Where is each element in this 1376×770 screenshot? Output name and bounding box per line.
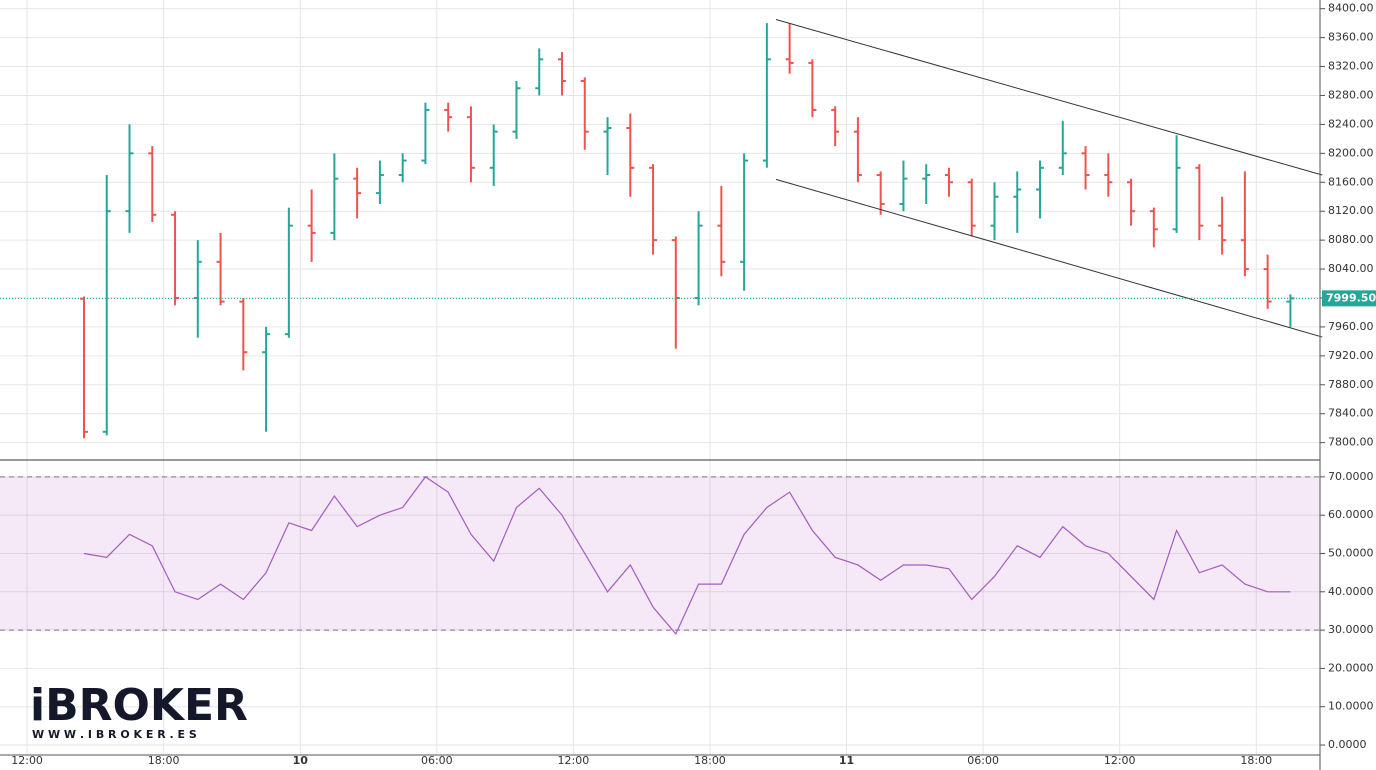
grid-layer [0, 0, 1320, 755]
last-price-box [1322, 290, 1376, 307]
rsi-band [0, 476, 1320, 631]
x-tick-label: 12:00 [11, 754, 43, 767]
y-tick-label: 7800.00 [1328, 436, 1374, 449]
y-tick-label: 8320.00 [1328, 60, 1374, 73]
y-tick-label: 20.0000 [1328, 661, 1374, 674]
x-tick-label: 18:00 [148, 754, 180, 767]
x-tick-label: 18:00 [694, 754, 726, 767]
y-tick-label: 8080.00 [1328, 233, 1374, 246]
logo-name: iBROKER [30, 680, 248, 731]
x-tick-label: 12:00 [558, 754, 590, 767]
y-tick-label: 8360.00 [1328, 31, 1374, 44]
y-tick-label: 50.0000 [1328, 546, 1374, 559]
x-tick-label: 06:00 [967, 754, 999, 767]
mark-layer [0, 19, 1323, 636]
y-tick-label: 8280.00 [1328, 88, 1374, 101]
channel-line [775, 19, 1323, 176]
x-tick-label: 06:00 [421, 754, 453, 767]
y-tick-label: 7840.00 [1328, 407, 1374, 420]
x-tick-label: 18:00 [1240, 754, 1272, 767]
channel-line [775, 178, 1323, 338]
y-tick-label: 8040.00 [1328, 262, 1374, 275]
y-tick-label: 8240.00 [1328, 117, 1374, 130]
y-tick-label: 70.0000 [1328, 470, 1374, 483]
logo-url: W W W . I B R O K E R . E S [32, 728, 197, 741]
y-tick-label: 40.0000 [1328, 585, 1374, 598]
y-tick-label: 8160.00 [1328, 175, 1374, 188]
y-tick-label: 0.0000 [1328, 738, 1367, 751]
y-tick-label: 7880.00 [1328, 378, 1374, 391]
y-tick-label: 7920.00 [1328, 349, 1374, 362]
y-tick-label: 8400.00 [1328, 2, 1374, 15]
y-tick-label: 10.0000 [1328, 700, 1374, 713]
rsi-line [83, 476, 1291, 636]
x-tick-label: 10 [293, 754, 309, 767]
x-tick-label: 11 [839, 754, 854, 767]
x-tick-label: 12:00 [1104, 754, 1136, 767]
y-tick-label: 7960.00 [1328, 320, 1374, 333]
y-tick-label: 60.0000 [1328, 508, 1374, 521]
y-tick-label: 8200.00 [1328, 146, 1374, 159]
y-tick-label: 8120.00 [1328, 204, 1374, 217]
y-tick-label: 30.0000 [1328, 623, 1374, 636]
last-price-label: 7999.50 [1326, 291, 1376, 304]
